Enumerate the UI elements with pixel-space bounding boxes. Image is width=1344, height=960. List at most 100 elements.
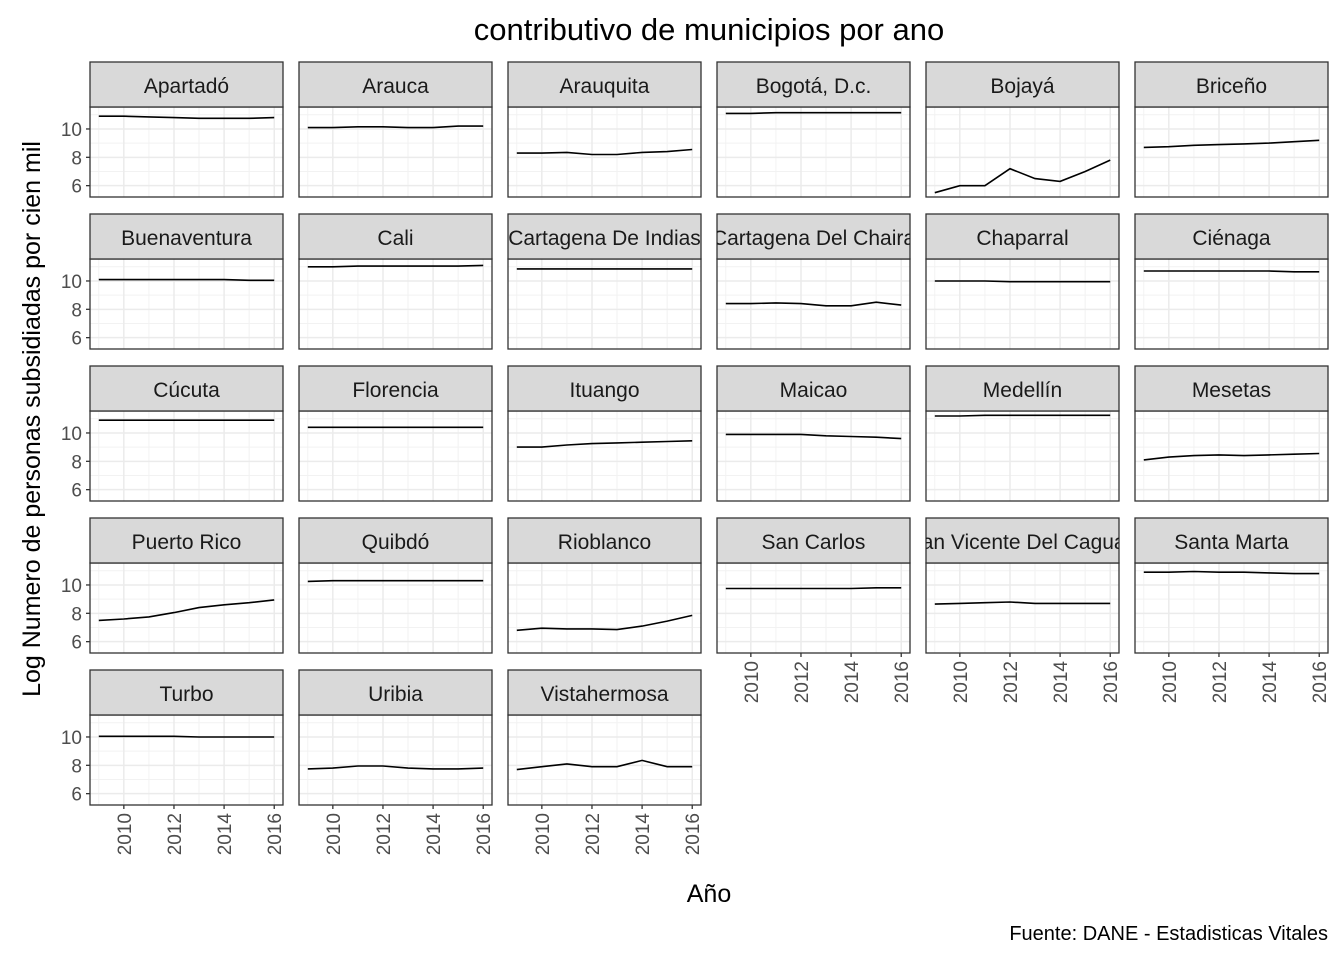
strip-background bbox=[925, 213, 1120, 260]
x-tick-label: 2012 bbox=[1001, 661, 1022, 703]
panel-background bbox=[717, 411, 910, 501]
strip-background bbox=[89, 669, 284, 716]
strip-label: Chaparral bbox=[976, 227, 1068, 250]
strip-background bbox=[1134, 517, 1329, 564]
panel-background bbox=[299, 259, 492, 349]
series-line bbox=[934, 159, 1111, 194]
strip-background bbox=[1134, 61, 1329, 108]
chart-title: contributivo de municipios por ano bbox=[474, 12, 944, 47]
y-tick-label: 10 bbox=[61, 576, 82, 597]
strip-label: Florencia bbox=[352, 379, 439, 402]
x-tick-label: 2016 bbox=[892, 661, 913, 703]
facet-panel-briceno: Briceño bbox=[1134, 61, 1329, 198]
strip-label: San Carlos bbox=[762, 531, 866, 554]
strip-label: Cali bbox=[377, 227, 413, 250]
panel-background bbox=[90, 107, 283, 197]
facet-panel-medellin: Medellín bbox=[925, 365, 1120, 502]
panel-background bbox=[926, 259, 1119, 349]
facet-panel-florencia: Florencia bbox=[298, 365, 493, 502]
strip-background bbox=[1134, 213, 1329, 260]
strip-label: Puerto Rico bbox=[132, 531, 242, 554]
series-line bbox=[98, 599, 275, 622]
panel-background bbox=[299, 107, 492, 197]
panel-background bbox=[926, 411, 1119, 501]
series-line bbox=[307, 579, 484, 583]
strip-background bbox=[298, 517, 493, 564]
series-line bbox=[934, 280, 1111, 283]
facet-panel-mesetas: Mesetas bbox=[1134, 365, 1329, 502]
strip-label: Maicao bbox=[780, 379, 848, 402]
y-tick-label: 6 bbox=[71, 785, 82, 806]
x-tick-label: 2014 bbox=[633, 813, 654, 856]
strip-background bbox=[298, 213, 493, 260]
facet-panel-rioblanco: Rioblanco bbox=[507, 517, 702, 654]
facet-panel-arauquita: Arauquita bbox=[507, 61, 702, 198]
y-tick-label: 6 bbox=[71, 633, 82, 654]
facet-panel-uribia: Uribia 2010 2012 2014 2016 bbox=[298, 669, 495, 855]
series-line bbox=[98, 735, 275, 738]
strip-label: Bojayá bbox=[990, 75, 1055, 98]
strip-label: Arauquita bbox=[560, 75, 650, 98]
strip-background bbox=[89, 517, 284, 564]
strip-background bbox=[925, 61, 1120, 108]
y-tick-label: 6 bbox=[71, 177, 82, 198]
strip-background bbox=[298, 365, 493, 412]
facet-panel-san-vicente-del-caguan: San Vicente Del Caguan 2010 2012 2014 2016 bbox=[925, 517, 1122, 704]
panel-background bbox=[90, 259, 283, 349]
strip-background bbox=[1134, 365, 1329, 412]
panel-background bbox=[299, 715, 492, 805]
strip-background bbox=[298, 669, 493, 716]
series-line bbox=[307, 765, 484, 770]
facet-panel-ituango: Ituango bbox=[507, 365, 702, 502]
facet-panel-cali: Cali bbox=[298, 213, 493, 350]
x-tick-label: 2014 bbox=[1051, 661, 1072, 704]
series-line bbox=[725, 586, 902, 590]
facet-panel-cartagena-del-chaira: Cartagena Del Chaira bbox=[716, 213, 911, 350]
strip-label: Buenaventura bbox=[121, 227, 252, 250]
panel-background bbox=[299, 411, 492, 501]
facet-panel-puerto-rico: Puerto Rico 6 8 10 bbox=[61, 517, 284, 654]
x-tick-label: 2014 bbox=[842, 661, 863, 704]
panel-background bbox=[717, 107, 910, 197]
series-line bbox=[98, 278, 275, 282]
strip-label: Cúcuta bbox=[153, 379, 220, 402]
strip-background bbox=[507, 61, 702, 108]
panel-background bbox=[90, 563, 283, 653]
x-tick-label: 2012 bbox=[792, 661, 813, 703]
strip-background bbox=[925, 365, 1120, 412]
facet-panel-bojaya: Bojayá bbox=[925, 61, 1120, 198]
strip-background bbox=[716, 213, 911, 260]
facet-panel-quibdo: Quibdó bbox=[298, 517, 493, 654]
y-tick-label: 10 bbox=[61, 424, 82, 445]
strip-background bbox=[298, 61, 493, 108]
series-line bbox=[1143, 270, 1320, 273]
strip-label: Briceño bbox=[1196, 75, 1267, 98]
series-line bbox=[725, 301, 902, 307]
panel-background bbox=[90, 411, 283, 501]
strip-label: Bogotá, D.c. bbox=[756, 75, 872, 98]
y-tick-label: 8 bbox=[71, 148, 82, 169]
panel-background bbox=[299, 563, 492, 653]
series-line bbox=[516, 148, 693, 156]
strip-label: Rioblanco bbox=[558, 531, 651, 554]
facet-panel-santa-marta: Santa Marta 2010 2012 2014 2016 bbox=[1134, 517, 1331, 703]
panel-background bbox=[1135, 259, 1328, 349]
facet-panel-chaparral: Chaparral bbox=[925, 213, 1120, 350]
series-line bbox=[934, 601, 1111, 605]
panel-background bbox=[508, 563, 701, 653]
y-tick-label: 6 bbox=[71, 481, 82, 502]
y-axis-label: Log Numero de personas subsidiadas por c… bbox=[18, 141, 46, 697]
panel-background bbox=[1135, 563, 1328, 653]
x-tick-label: 2012 bbox=[583, 813, 604, 855]
panel-background bbox=[926, 107, 1119, 197]
strip-label: Ituango bbox=[569, 379, 639, 402]
facet-panel-cartagena-de-indias: Cartagena De Indias bbox=[507, 213, 702, 350]
x-tick-label: 2014 bbox=[215, 813, 236, 856]
series-line bbox=[1143, 452, 1320, 461]
y-tick-label: 10 bbox=[61, 728, 82, 749]
strip-background bbox=[925, 517, 1120, 564]
series-line bbox=[516, 440, 693, 448]
panel-background bbox=[508, 259, 701, 349]
strip-label: Mesetas bbox=[1192, 379, 1271, 402]
x-tick-label: 2010 bbox=[742, 661, 763, 703]
